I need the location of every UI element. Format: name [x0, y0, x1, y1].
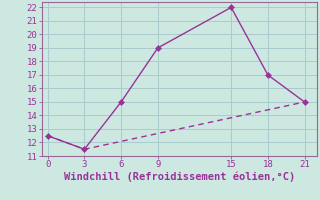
- X-axis label: Windchill (Refroidissement éolien,°C): Windchill (Refroidissement éolien,°C): [64, 172, 295, 182]
